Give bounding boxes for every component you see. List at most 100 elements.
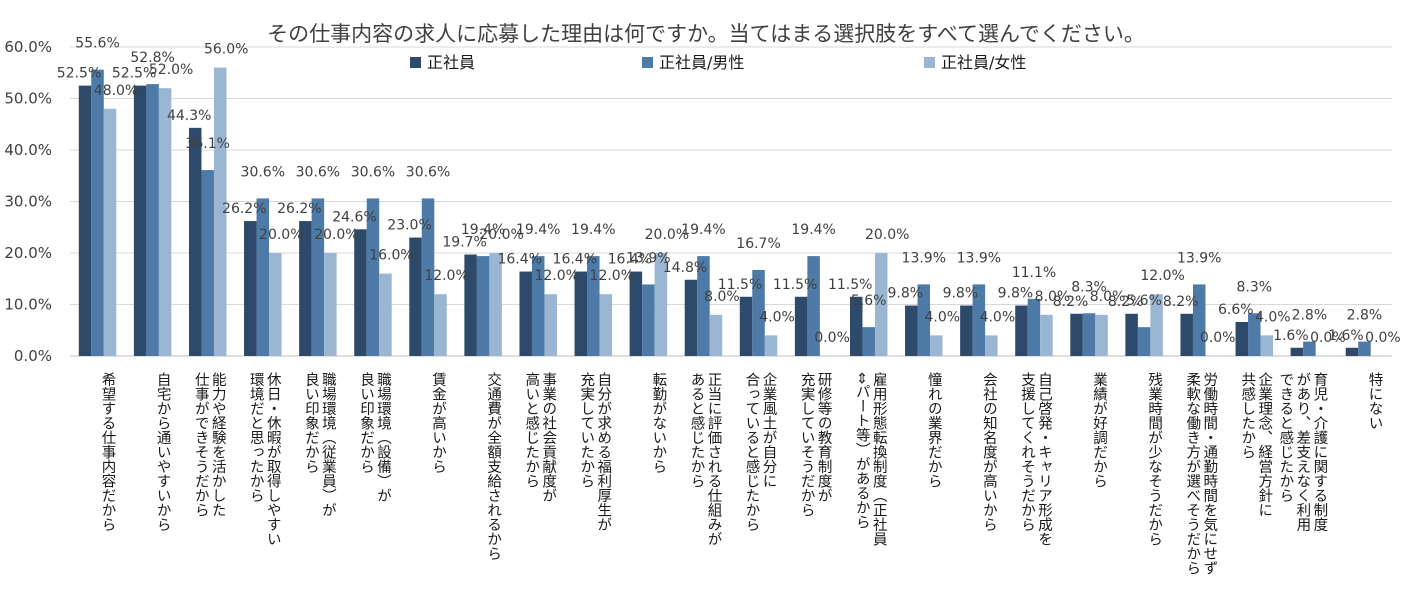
legend-item: 正社員 (410, 53, 475, 72)
data-label: 16.4% (608, 252, 652, 268)
bar (1358, 341, 1371, 356)
bar (531, 256, 545, 356)
bar (1192, 284, 1206, 356)
bar (642, 284, 655, 356)
data-label: 19.4% (791, 222, 835, 238)
data-label: 4.0% (925, 309, 961, 325)
data-label: 16.7% (736, 236, 780, 252)
data-label: 20.0% (479, 227, 523, 243)
bar (905, 305, 918, 356)
category-label: があり、差支えなく利用 (1294, 372, 1310, 533)
category-label: 事業の社会貢献度が (540, 372, 556, 503)
data-label: 16.0% (369, 248, 413, 264)
category-label: 希望する仕事内容だから (100, 372, 116, 532)
bar (133, 85, 147, 356)
y-tick-label: 40.0% (4, 141, 52, 159)
bars (78, 67, 1371, 356)
data-label: 11.5% (828, 277, 872, 293)
data-label: 4.0% (980, 309, 1016, 325)
data-label: 8.0% (1035, 289, 1071, 305)
data-label: 0.0% (814, 330, 850, 346)
category-label: 正当に評価される仕組みが (705, 372, 721, 546)
bar (244, 221, 257, 356)
data-label: 23.0% (387, 218, 431, 234)
bar (158, 88, 172, 356)
legend-item: 正社員/男性 (642, 53, 744, 72)
bar (862, 327, 875, 356)
bar (917, 284, 931, 356)
data-label: 8.0% (1090, 289, 1126, 305)
bar (1070, 313, 1083, 356)
category-label: 職場環境（従業員）が (320, 372, 336, 518)
data-label: 8.3% (1237, 279, 1273, 295)
data-label: 8.2% (1053, 294, 1089, 310)
data-label: 52.5% (112, 66, 156, 82)
category-label: 良い印象だから (303, 372, 319, 474)
data-label: 19.7% (442, 235, 486, 251)
category-label: 企業理念、経営方針に (1256, 371, 1272, 517)
y-tick-label: 20.0% (4, 244, 52, 262)
category-label: 雇用形態転換制度（正社員 (871, 372, 887, 547)
bar (587, 256, 600, 356)
data-label: 12.0% (534, 268, 578, 284)
bar (1235, 322, 1249, 356)
bar (78, 85, 92, 356)
data-label: 20.0% (865, 227, 909, 243)
category-label: 交通費が全額支給されるから (485, 371, 501, 561)
bar (972, 284, 986, 356)
y-tick-label: 0.0% (14, 347, 52, 365)
data-label: 52.0% (149, 62, 193, 78)
data-label: 13.9% (1177, 250, 1221, 266)
category-label: 柔軟な働き方が選べそうだから (1184, 372, 1200, 576)
category-label: 仕事ができそうだから (193, 372, 209, 518)
data-label: 26.2% (277, 201, 321, 217)
category-label: 残業時間が少なそうだから (1146, 372, 1162, 547)
category-label: 業績が好調だから (1091, 372, 1107, 489)
category-label: ⇔パート等）があるから (854, 372, 870, 529)
bar (1015, 305, 1028, 356)
bar (409, 237, 422, 356)
data-label: 9.8% (998, 286, 1034, 302)
category-label: 賃金が高いから (430, 372, 446, 474)
legend-swatch (642, 57, 653, 68)
data-label: 13.9% (626, 250, 670, 266)
data-label: 8.2% (1108, 294, 1144, 310)
category-label: 憧れの業界だから (926, 372, 942, 489)
bar (434, 294, 447, 356)
category-label: 高いと感じたから (523, 372, 539, 489)
bar (1345, 347, 1359, 356)
data-label: 2.8% (1347, 308, 1383, 324)
category-label: 転勤がないから (650, 372, 666, 474)
data-label: 20.0% (645, 227, 689, 243)
bar (188, 127, 202, 356)
chart-title: その仕事内容の求人に応募した理由は何ですか。当てはまる選択肢をすべて選んでくださ… (267, 22, 1145, 46)
bar (256, 198, 270, 356)
data-label: 4.0% (1255, 309, 1291, 325)
category-label: 合っていると感じたから (744, 372, 760, 532)
y-axis: 0.0% 10.0% 20.0% 30.0% 40.0% 50.0% 60.0% (4, 38, 52, 365)
bar (709, 314, 723, 356)
data-label: 19.4% (571, 222, 615, 238)
data-label: 36.1% (185, 136, 229, 152)
y-tick-label: 10.0% (4, 296, 52, 314)
data-label: 8.2% (1163, 294, 1199, 310)
category-label: 育児・介護に関する制度 (1311, 372, 1327, 532)
data-label: 11.5% (773, 277, 817, 293)
category-label: 環境だと思ったから (248, 372, 264, 503)
legend-label: 正社員/女性 (941, 53, 1026, 72)
bar (1027, 298, 1041, 356)
category-label: 研修等の教育制度が (816, 372, 832, 503)
data-label: 9.8% (888, 286, 924, 302)
bar (476, 256, 490, 356)
category-label: 休日・休暇が取得しやすい (265, 372, 281, 546)
bar (654, 253, 668, 356)
bar (874, 253, 888, 356)
data-label: 30.6% (351, 164, 395, 180)
data-label: 1.6% (1273, 328, 1309, 344)
data-label: 30.6% (296, 164, 340, 180)
data-label: 8.3% (1071, 279, 1107, 295)
category-label: 充実していそうだから (799, 372, 815, 518)
data-label: 13.9% (957, 250, 1001, 266)
y-tick-label: 60.0% (4, 38, 52, 56)
bar (489, 253, 502, 356)
